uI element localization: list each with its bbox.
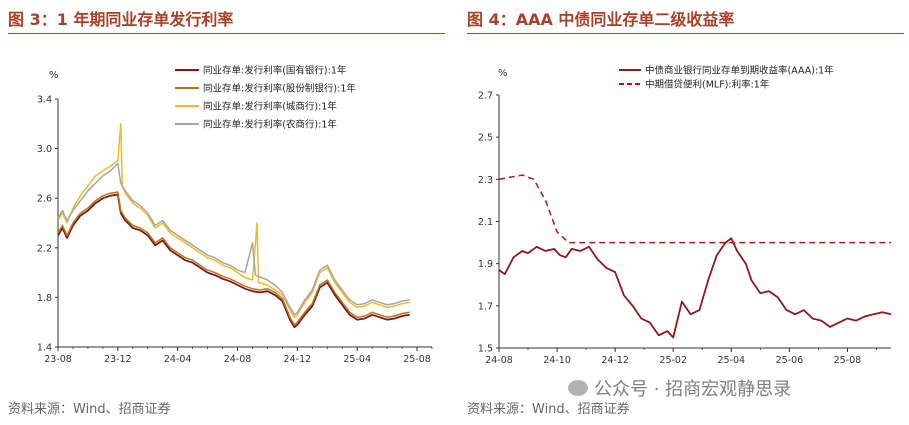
left-legend-label-0: 同业存单:发行利率(国有银行):1年 [203, 65, 347, 77]
left-legend: 同业存单:发行利率(国有银行):1年同业存单:发行利率(股份制银行):1年同业存… [175, 65, 356, 131]
left-x-tick-label: 25-04 [343, 354, 371, 365]
left-series-line-1 [57, 191, 410, 326]
left-x-tick-label: 24-12 [284, 354, 312, 365]
right-y-unit: % [498, 68, 508, 79]
right-x-tick-label: 25-06 [776, 355, 804, 366]
left-legend-label-2: 同业存单:发行利率(城商行):1年 [203, 101, 337, 113]
left-series-line-2 [57, 123, 410, 318]
right-y-tick-label: 2.7 [478, 91, 493, 102]
right-x-tick-label: 24-12 [601, 355, 629, 366]
right-y-tick-label: 1.7 [478, 301, 493, 312]
watermark-text: 公众号 · 招商宏观静思录 [594, 379, 792, 400]
right-x-tick-label: 25-02 [659, 355, 687, 366]
left-source-note: 资料来源：Wind、招商证券 [8, 402, 171, 417]
right-x-tick-label: 24-10 [543, 355, 571, 366]
right-x-tick-label: 25-04 [717, 355, 745, 366]
left-y-unit: % [49, 70, 59, 81]
left-y-tick-label: 3.0 [37, 144, 52, 155]
left-y-tick-label: 2.6 [37, 194, 52, 205]
left-chart: 1.4 1.8 2.2 2.6 3.0 3.4 23-08 23-12 24-04 24-08 24… [37, 65, 433, 365]
wechat-icon [568, 380, 588, 396]
right-x-tick-label: 24-08 [485, 355, 513, 366]
wechat-watermark: 公众号 · 招商宏观静思录 [568, 375, 791, 401]
left-x-tick-label: 25-08 [403, 354, 431, 365]
left-legend-label-1: 同业存单:发行利率(股份制银行):1年 [203, 83, 356, 95]
right-plot-area: 1.5 1.7 1.9 2.1 2.3 2.5 2.7 24-08 24-10 24-12 25-0… [478, 91, 892, 366]
right-chart-title: 图 4：AAA 中债同业存单二级收益率 [467, 10, 735, 29]
left-x-tick-label: 24-08 [224, 354, 252, 365]
right-x-tick-label: 25-08 [834, 355, 862, 366]
left-x-tick-label: 24-04 [164, 354, 192, 365]
right-title-rule [467, 33, 904, 34]
right-series-line-0 [498, 237, 892, 339]
right-source-note: 资料来源：Wind、招商证券 [467, 402, 630, 417]
right-y-tick-label: 2.1 [478, 217, 493, 228]
right-y-tick-label: 1.5 [478, 344, 493, 355]
left-legend-label-3: 同业存单:发行利率(农商行):1年 [203, 119, 337, 131]
left-y-tick-label: 1.8 [37, 293, 52, 304]
left-plot-area: 1.4 1.8 2.2 2.6 3.0 3.4 23-08 23-12 24-04 24-08 24… [37, 95, 433, 365]
left-y-tick-label: 3.4 [37, 95, 52, 106]
left-series-line-0 [57, 193, 410, 329]
right-legend-label-1: 中期借贷便利(MLF):利率:1年 [645, 79, 770, 91]
left-x-tick-label: 23-12 [104, 354, 132, 365]
left-y-tick-label: 1.4 [37, 343, 52, 354]
left-series-line-3 [57, 162, 410, 316]
right-y-tick-label: 2.3 [478, 175, 493, 186]
left-y-tick-label: 2.2 [37, 243, 52, 254]
right-chart: 1.5 1.7 1.9 2.1 2.3 2.5 2.7 24-08 24-10 24-12 25-0… [478, 65, 892, 366]
right-y-tick-label: 1.9 [478, 259, 493, 270]
left-title-rule [8, 33, 445, 34]
left-x-tick-label: 23-08 [44, 354, 72, 365]
left-chart-title: 图 3：1 年期同业存单发行利率 [8, 10, 234, 29]
right-legend-label-0: 中债商业银行同业存单到期收益率(AAA):1年 [645, 65, 834, 77]
right-y-tick-label: 2.5 [478, 133, 493, 144]
right-series-line-1 [498, 174, 891, 244]
